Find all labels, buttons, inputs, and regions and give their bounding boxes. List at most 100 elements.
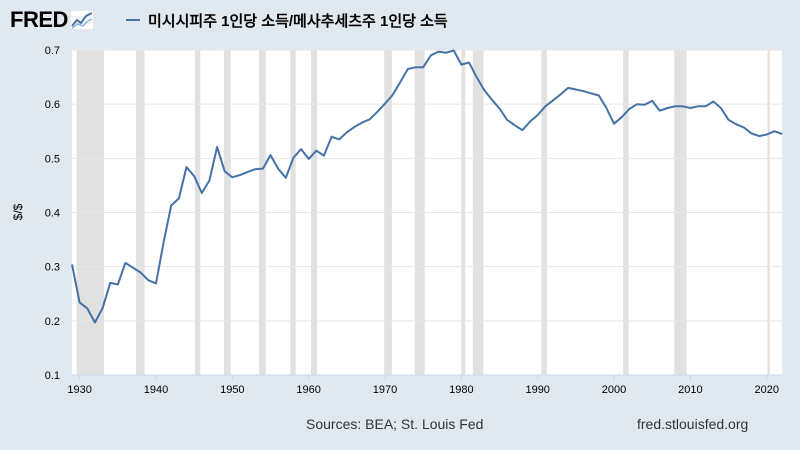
data-point [583,91,584,92]
data-point [545,106,546,107]
gridlines [72,49,782,322]
data-point [209,180,210,181]
data-point [530,121,531,122]
x-axis-ticks: 1930 1940 1950 1960 1970 1980 1990 2000 2010 2020 [67,374,782,396]
data-point [255,169,256,170]
data-point [591,93,592,94]
data-point [293,157,294,158]
y-axis-ticks: 0.1 0.2 0.3 0.4 0.5 0.6 0.7 [45,45,60,382]
data-point [87,308,88,309]
data-point [79,302,80,303]
data-point [430,55,431,56]
data-point [331,136,332,137]
y-tick-label: 0.3 [45,262,60,274]
data-point [453,50,454,51]
y-tick-label: 0.1 [45,370,60,382]
data-point [270,155,271,156]
data-point [659,110,660,111]
data-point [491,99,492,100]
y-axis-label: $/$ [11,203,25,220]
data-point [614,123,615,124]
data-point [514,125,515,126]
data-point [125,262,126,263]
y-tick-label: 0.2 [45,316,60,328]
data-point [217,147,218,148]
data-point [301,149,302,150]
data-point [362,122,363,123]
data-point [72,264,73,265]
data-point [621,117,622,118]
x-tick-label: 2010 [678,384,702,396]
data-point [117,284,118,285]
chart-header: FRED 미시시피주 1인당 소득/메사추세츠주 1인당 소득 [0,0,800,40]
data-point [94,322,95,323]
data-point [407,69,408,70]
footer-sources: Sources: BEA; St. Louis Fed [306,416,484,432]
data-point [759,136,760,137]
data-point [522,130,523,131]
x-tick-label: 1930 [67,384,91,396]
y-tick-label: 0.7 [45,45,60,57]
data-point [469,62,470,63]
data-point [652,100,653,101]
data-point [278,168,279,169]
data-point [354,126,355,127]
data-point [247,171,248,172]
data-point [720,108,721,109]
data-point [667,108,668,109]
data-point [423,67,424,68]
x-tick-label: 1980 [449,384,473,396]
data-point [690,108,691,109]
y-tick-label: 0.4 [45,208,60,220]
data-point [713,101,714,102]
data-point [240,175,241,176]
data-point [606,108,607,109]
x-tick-label: 1950 [220,384,244,396]
data-point [323,155,324,156]
series-layer [71,49,783,324]
data-point [484,90,485,91]
data-point [178,198,179,199]
data-point [186,167,187,168]
data-point [110,282,111,283]
data-point [369,119,370,120]
data-point [415,67,416,68]
data-point [446,52,447,53]
data-point [392,95,393,96]
data-point [339,139,340,140]
data-point [346,132,347,133]
data-point [262,168,263,169]
x-tick-label: 2020 [754,384,778,396]
data-point [568,87,569,88]
y-tick-label: 0.5 [45,153,60,165]
footer-url-link[interactable]: fred.stlouisfed.org [637,416,749,432]
x-tick-label: 1990 [525,384,549,396]
x-tick-label: 1960 [296,384,320,396]
x-tick-label: 1970 [373,384,397,396]
data-point [224,171,225,172]
data-point [461,64,462,65]
y-tick-label: 0.6 [45,99,60,111]
data-point [782,134,783,135]
data-point [575,89,576,90]
data-point [675,106,676,107]
data-point [537,115,538,116]
data-point [553,100,554,101]
series-line [71,49,783,324]
data-point [476,77,477,78]
data-point [102,308,103,309]
data-point [140,272,141,273]
data-point [728,119,729,120]
data-point [698,106,699,107]
data-point [751,133,752,134]
data-point [308,158,309,159]
data-point [385,103,386,104]
data-point [644,104,645,105]
fred-logo[interactable]: FRED [10,6,94,34]
data-point [705,106,706,107]
x-tick-label: 1940 [144,384,168,396]
data-point [316,150,317,151]
data-point [636,104,637,105]
data-point [507,119,508,120]
